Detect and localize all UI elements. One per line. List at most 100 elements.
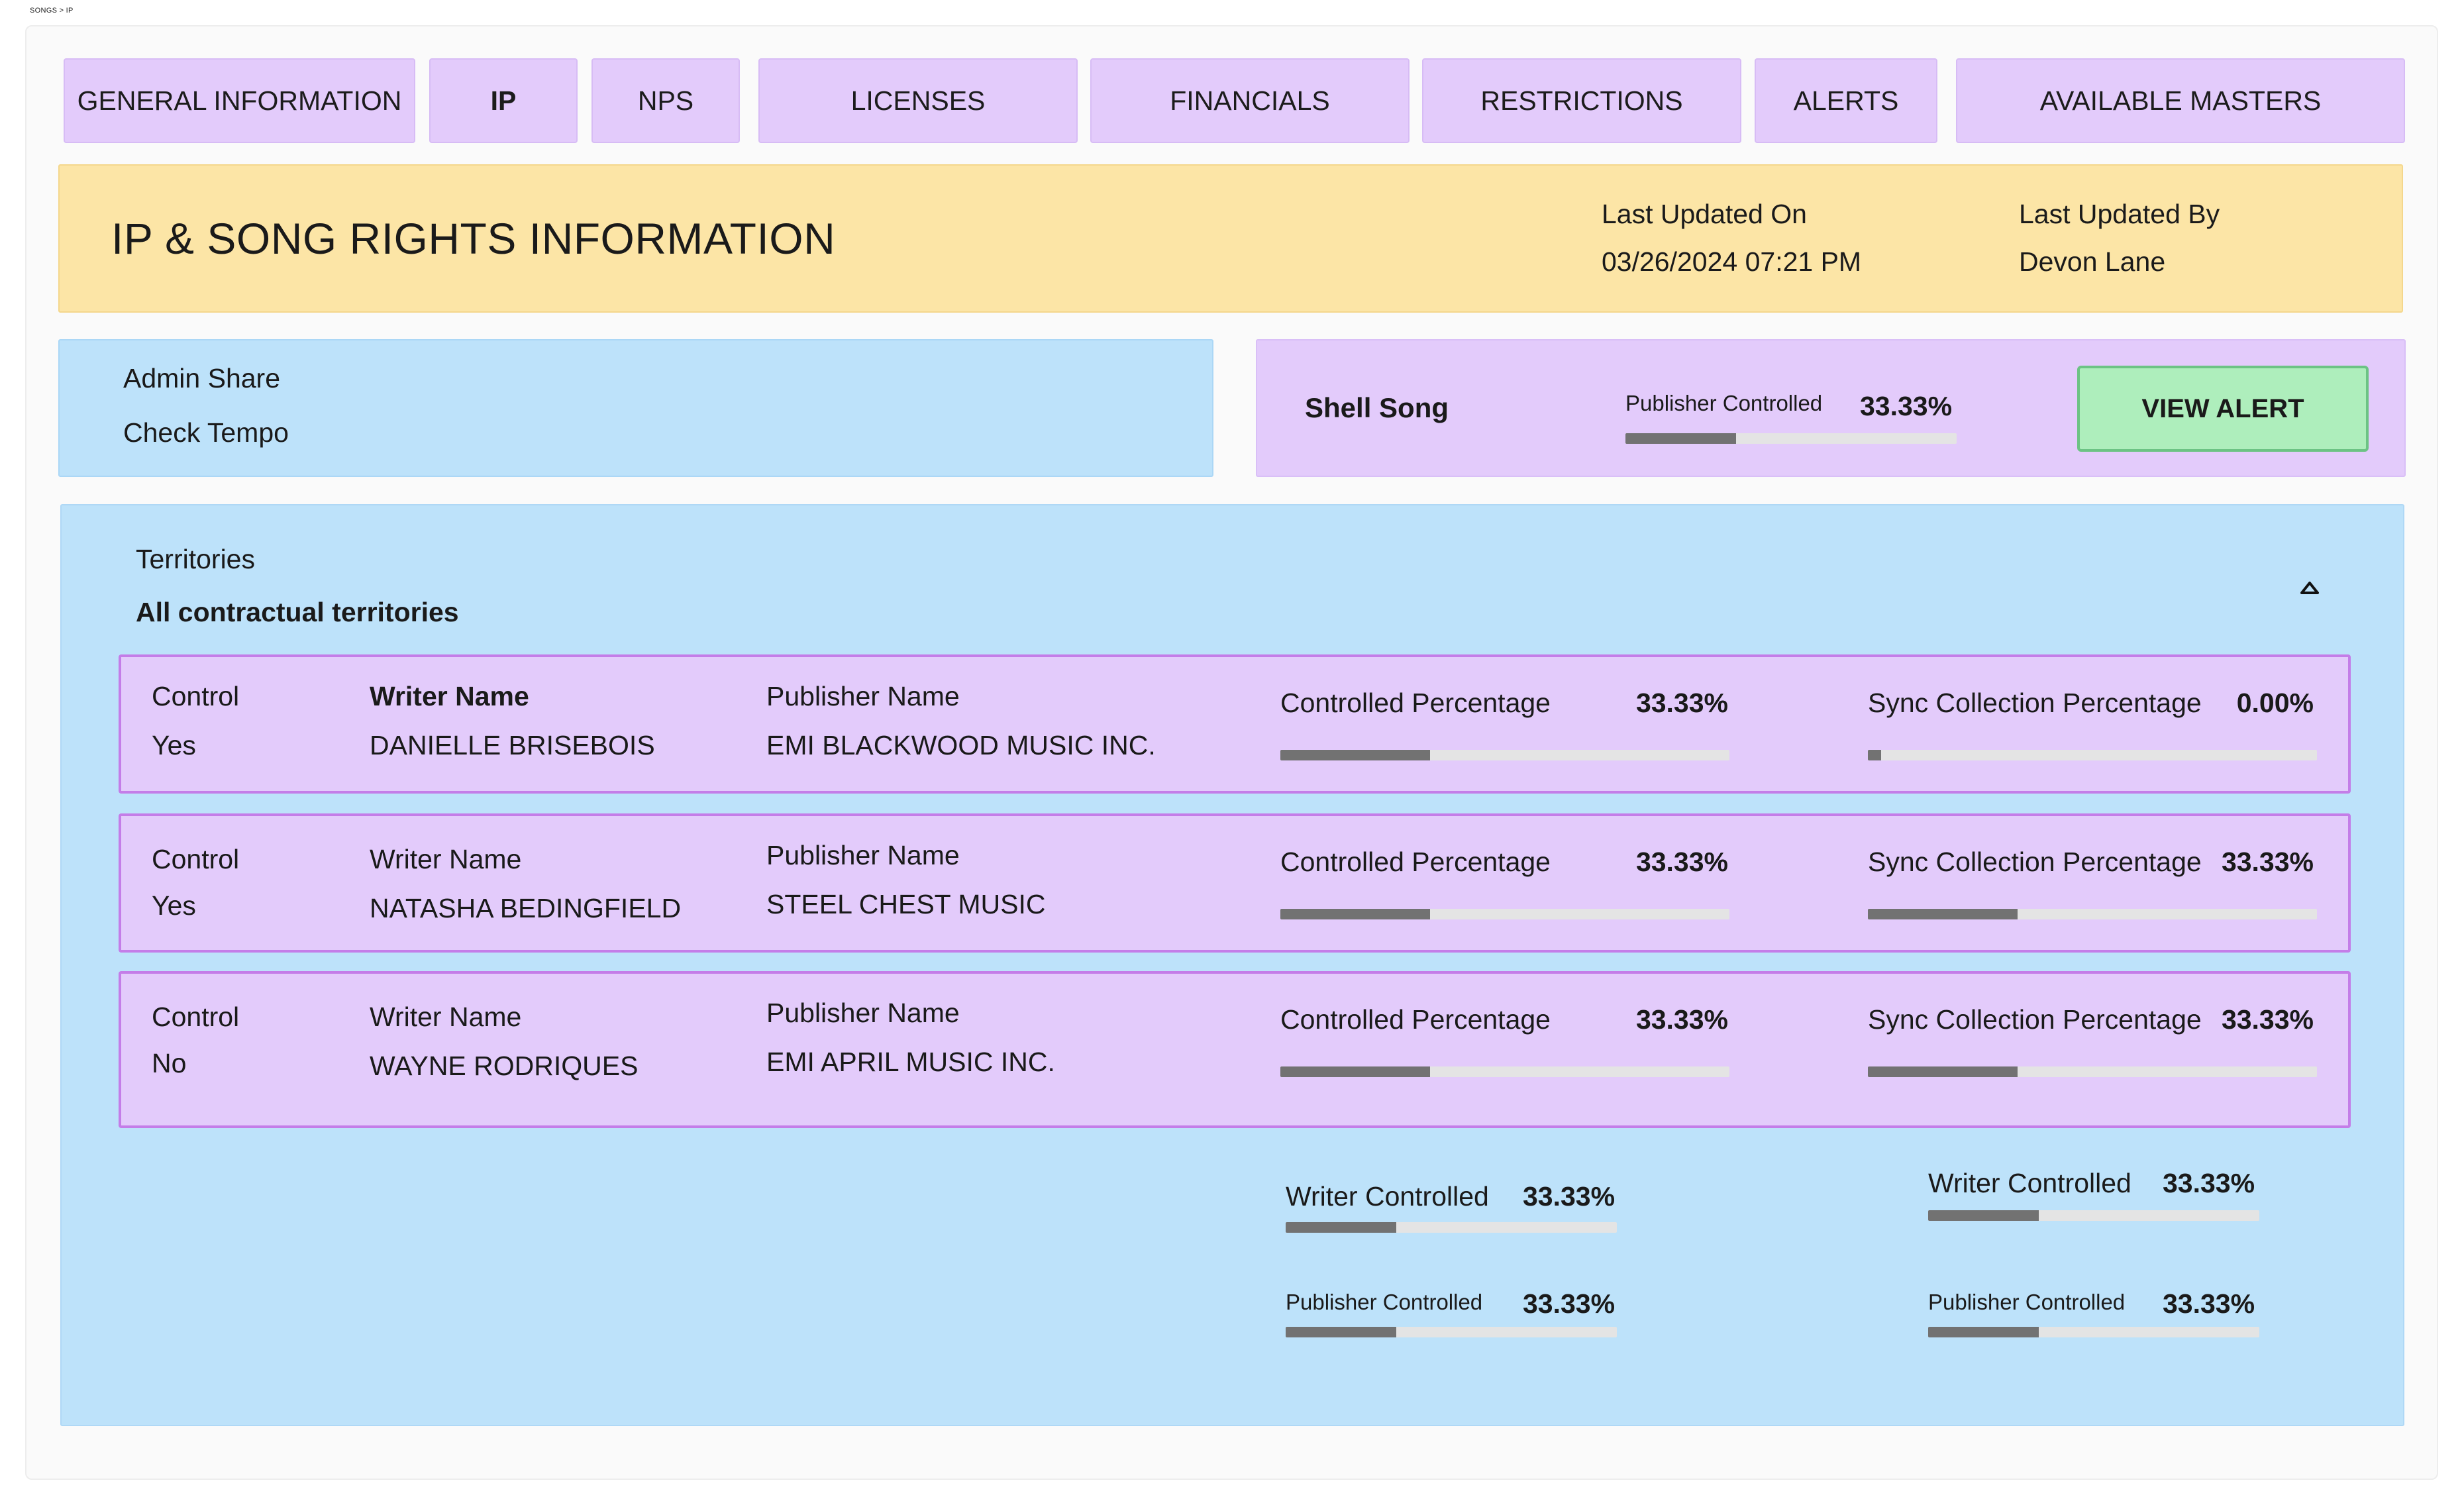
tab-label: NPS (637, 85, 694, 116)
sync-collection-value: 0.00% (2236, 688, 2314, 718)
page-title: IP & SONG RIGHTS INFORMATION (111, 214, 836, 263)
writer-name-value: DANIELLE BRISEBOIS (370, 730, 655, 760)
sync-collection-bar (1868, 750, 2317, 760)
table-row: Control Yes Writer Name DANIELLE BRISEBO… (119, 654, 2351, 794)
publisher-controlled-label: Publisher Controlled (1286, 1290, 1483, 1314)
control-label: Control (152, 681, 240, 711)
sync-collection-value: 33.33% (2221, 847, 2314, 877)
tab-nps[interactable]: NPS (591, 58, 740, 143)
publisher-controlled-pct: 33.33% (1860, 391, 1953, 421)
last-updated-on-value: 03/26/2024 07:21 PM (1602, 246, 1862, 277)
progress-fill (1928, 1327, 2039, 1337)
progress-fill (1868, 1066, 2018, 1077)
writer-name-label: Writer Name (370, 1002, 522, 1032)
controlled-percentage-value: 33.33% (1635, 1004, 1728, 1035)
tab-label: IP (490, 85, 517, 116)
summary-right: Writer Controlled 33.33% Publisher Contr… (1928, 1168, 2273, 1347)
check-tempo-label: Check Tempo (123, 417, 289, 448)
sync-collection-label: Sync Collection Percentage (1868, 1004, 2202, 1035)
writer-controlled-label: Writer Controlled (1286, 1181, 1489, 1212)
progress-fill (1286, 1327, 1396, 1337)
control-value: Yes (152, 730, 196, 760)
shell-song-title: Shell Song (1305, 392, 1449, 423)
publisher-controlled-pct: 33.33% (1523, 1288, 1616, 1319)
sync-collection-label: Sync Collection Percentage (1868, 688, 2202, 718)
table-row: Control No Writer Name WAYNE RODRIQUES P… (119, 971, 2351, 1128)
tab-licenses[interactable]: LICENSES (758, 58, 1078, 143)
controlled-percentage-bar (1280, 750, 1729, 760)
tab-label: FINANCIALS (1170, 85, 1330, 116)
tab-label: GENERAL INFORMATION (77, 85, 402, 116)
control-label: Control (152, 1002, 240, 1032)
writer-controlled-label: Writer Controlled (1928, 1168, 2131, 1198)
writer-name-value: WAYNE RODRIQUES (370, 1051, 639, 1081)
publisher-controlled-bar (1286, 1327, 1617, 1337)
territories-value: All contractual territories (136, 597, 459, 627)
progress-fill (1280, 909, 1430, 919)
writer-name-label: Writer Name (370, 681, 529, 711)
progress-fill (1928, 1210, 2039, 1221)
progress-fill (1868, 750, 1881, 760)
rights-header-banner: IP & SONG RIGHTS INFORMATION Last Update… (58, 164, 2403, 313)
last-updated-on-label: Last Updated On (1602, 199, 1807, 229)
publisher-controlled-label: Publisher Controlled (1928, 1290, 2126, 1314)
tab-alerts[interactable]: ALERTS (1755, 58, 1937, 143)
publisher-name-value: EMI BLACKWOOD MUSIC INC. (766, 730, 1156, 760)
publisher-controlled-bar (1928, 1327, 2259, 1337)
writer-controlled-bar (1286, 1222, 1617, 1233)
controlled-percentage-label: Controlled Percentage (1280, 847, 1551, 877)
progress-fill (1868, 909, 2018, 919)
tab-ip[interactable]: IP (429, 58, 578, 143)
tab-available-masters[interactable]: AVAILABLE MASTERS (1956, 58, 2405, 143)
publisher-controlled-pct: 33.33% (2163, 1288, 2255, 1319)
controlled-percentage-bar (1280, 909, 1729, 919)
last-updated-by-label: Last Updated By (2019, 199, 2220, 229)
control-value: No (152, 1048, 187, 1078)
writer-name-label: Writer Name (370, 844, 522, 874)
tab-label: RESTRICTIONS (1480, 85, 1683, 116)
summary-left: Writer Controlled 33.33% Publisher Contr… (1286, 1174, 1630, 1347)
publisher-controlled-label: Publisher Controlled (1625, 391, 1823, 415)
territories-panel: Territories All contractual territories … (60, 504, 2404, 1426)
progress-fill (1280, 750, 1430, 760)
sync-collection-bar (1868, 909, 2317, 919)
sync-collection-value: 33.33% (2221, 1004, 2314, 1035)
shell-song-panel: Shell Song Publisher Controlled 33.33% V… (1256, 339, 2406, 477)
progress-fill (1625, 433, 1736, 444)
tab-label: ALERTS (1793, 85, 1899, 116)
tab-financials[interactable]: FINANCIALS (1090, 58, 1410, 143)
controlled-percentage-value: 33.33% (1635, 688, 1728, 718)
tab-restrictions[interactable]: RESTRICTIONS (1422, 58, 1741, 143)
publisher-name-value: EMI APRIL MUSIC INC. (766, 1047, 1055, 1077)
chevron-up-icon[interactable] (2296, 574, 2323, 601)
admin-share-label: Admin Share (123, 363, 281, 393)
progress-fill (1280, 1066, 1430, 1077)
progress-fill (1286, 1222, 1396, 1233)
sync-collection-bar (1868, 1066, 2317, 1077)
controlled-percentage-bar (1280, 1066, 1729, 1077)
table-row: Control Yes Writer Name NATASHA BEDINGFI… (119, 813, 2351, 953)
writer-controlled-bar (1928, 1210, 2259, 1221)
tab-general-information[interactable]: GENERAL INFORMATION (64, 58, 415, 143)
writer-name-value: NATASHA BEDINGFIELD (370, 893, 682, 923)
publisher-name-value: STEEL CHEST MUSIC (766, 889, 1046, 919)
controlled-percentage-value: 33.33% (1635, 847, 1728, 877)
sync-collection-label: Sync Collection Percentage (1868, 847, 2202, 877)
writer-controlled-pct: 33.33% (2163, 1168, 2255, 1198)
publisher-name-label: Publisher Name (766, 681, 960, 711)
view-alert-button[interactable]: VIEW ALERT (2077, 366, 2369, 452)
breadcrumb: SONGS > IP (30, 7, 74, 15)
controlled-percentage-label: Controlled Percentage (1280, 1004, 1551, 1035)
tab-label: AVAILABLE MASTERS (2039, 85, 2322, 116)
admin-share-panel: Admin Share Check Tempo (58, 339, 1213, 477)
publisher-controlled-bar (1625, 433, 1957, 444)
tab-label: LICENSES (850, 85, 986, 116)
controlled-percentage-label: Controlled Percentage (1280, 688, 1551, 718)
publisher-name-label: Publisher Name (766, 998, 960, 1028)
publisher-name-label: Publisher Name (766, 840, 960, 870)
last-updated-by-value: Devon Lane (2019, 246, 2166, 277)
writer-controlled-pct: 33.33% (1523, 1181, 1616, 1212)
territories-label: Territories (136, 544, 255, 574)
control-label: Control (152, 844, 240, 874)
control-value: Yes (152, 890, 196, 921)
